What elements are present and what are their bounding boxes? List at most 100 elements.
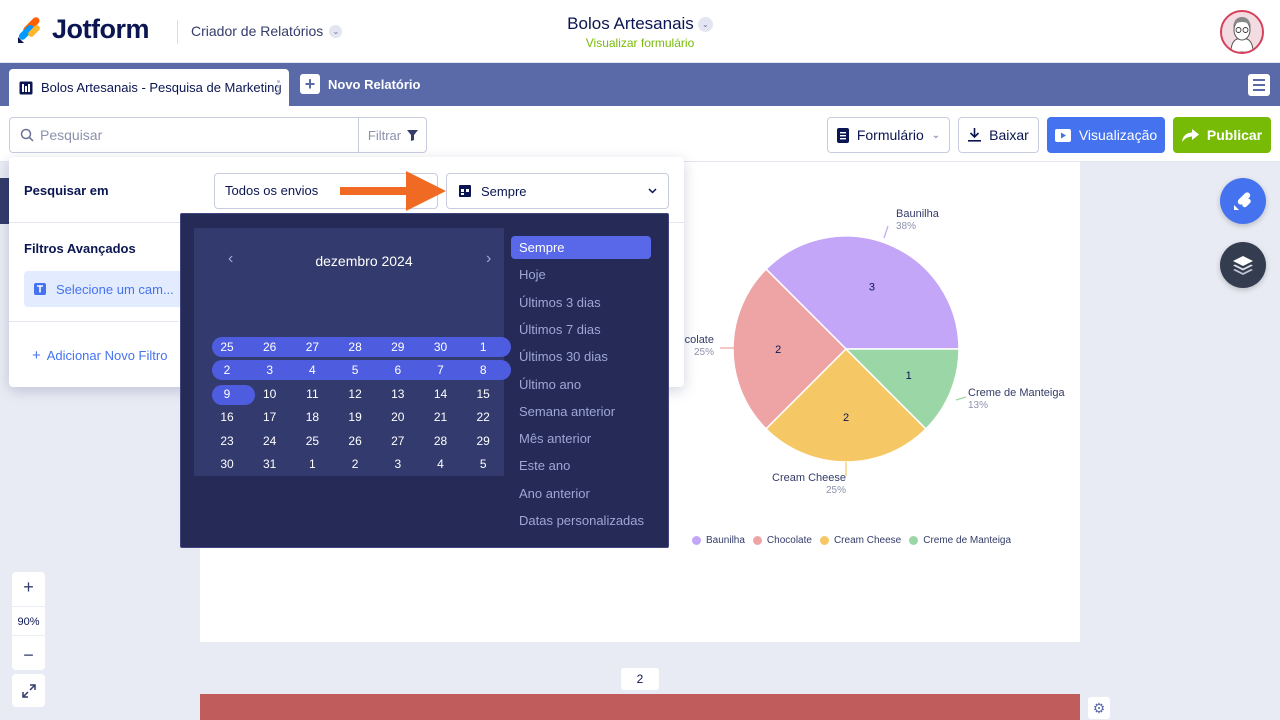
date-preset-option[interactable]: Ano anterior [519, 485, 590, 501]
field-select[interactable]: Selecione um cam... [24, 271, 184, 307]
calendar-day[interactable]: 8 [479, 363, 487, 378]
search-in-label: Pesquisar em [24, 183, 109, 198]
chevron-down-icon: ⌄ [329, 24, 343, 38]
download-button[interactable]: Baixar [958, 117, 1039, 153]
calendar-day[interactable]: 1 [479, 340, 487, 354]
calendar-day[interactable]: 4 [437, 457, 444, 471]
calendar-day[interactable]: 20 [391, 410, 405, 425]
calendar-day[interactable]: 11 [306, 386, 319, 401]
calendar-day[interactable]: 27 [391, 433, 405, 448]
download-label: Baixar [989, 127, 1029, 143]
filter-button[interactable]: Filtrar [358, 118, 427, 152]
hamburger-menu-icon[interactable] [1248, 74, 1270, 96]
jotform-logo[interactable]: Jotform [16, 14, 150, 45]
calendar-day[interactable]: 26 [348, 433, 362, 448]
logo-text: Jotform [52, 14, 150, 44]
date-preset-option[interactable]: Mês anterior [519, 431, 592, 447]
calendar-day[interactable]: 15 [476, 386, 490, 401]
calendar-day[interactable]: 10 [263, 386, 277, 401]
top-bar: Jotform Criador de Relatórios ⌄ Bolos Ar… [0, 0, 1280, 63]
legend-swatch [909, 536, 919, 545]
calendar-day[interactable]: 16 [220, 410, 234, 425]
date-preset-option[interactable]: Últimos 30 dias [519, 349, 608, 365]
zoom-in-button[interactable]: + [23, 577, 34, 597]
page-settings-gear-icon[interactable]: ⚙ [1088, 697, 1110, 719]
calendar-day[interactable]: 26 [263, 340, 277, 354]
calendar-day[interactable]: 19 [348, 410, 362, 425]
calendar-day[interactable]: 29 [391, 340, 405, 354]
preview-button[interactable]: Visualização [1047, 117, 1165, 153]
chevron-right-icon[interactable]: › [486, 250, 492, 267]
calendar-day[interactable]: 30 [433, 340, 448, 354]
calendar-day[interactable]: 2 [351, 457, 359, 471]
calendar-day[interactable]: 18 [305, 410, 320, 425]
funnel-icon [407, 129, 419, 141]
date-preset-option[interactable]: Semana anterior [519, 403, 616, 419]
calendar-day[interactable]: 5 [479, 457, 487, 471]
tab-options-icon[interactable] [277, 80, 280, 93]
date-preset-option[interactable]: Sempre [511, 236, 651, 259]
calendar-day[interactable]: 13 [391, 386, 405, 401]
layers-button[interactable] [1220, 242, 1266, 288]
chevron-down-icon [648, 188, 657, 194]
calendar-day[interactable]: 28 [433, 433, 448, 448]
calendar-day[interactable]: 25 [220, 340, 234, 354]
legend-label: Baunilha [706, 535, 745, 546]
date-preset-option[interactable]: Último ano [519, 376, 582, 392]
form-title[interactable]: Bolos Artesanais ⌄ [0, 14, 1280, 34]
zoom-out-button[interactable]: − [23, 645, 34, 665]
calendar-day[interactable]: 3 [266, 363, 274, 378]
app-switcher[interactable]: Criador de Relatórios ⌄ [191, 23, 343, 39]
chevron-left-icon[interactable]: ‹ [228, 250, 234, 267]
new-report-button[interactable]: + Novo Relatório [300, 74, 420, 94]
calendar-day[interactable]: 2 [223, 363, 231, 378]
calendar-day[interactable]: 31 [263, 457, 277, 471]
fullscreen-icon[interactable] [12, 674, 45, 707]
slice-percent-label: 25% [694, 347, 714, 358]
calendar-day[interactable]: 4 [309, 363, 316, 378]
calendar-day[interactable]: 17 [263, 410, 277, 425]
tab-report-active[interactable]: Bolos Artesanais - Pesquisa de Marketing [9, 69, 289, 106]
pie-slice [844, 348, 960, 430]
calendar-day[interactable]: 22 [476, 410, 490, 425]
form-select-button[interactable]: Formulário ⌄ [827, 117, 950, 153]
date-range-value: Sempre [481, 183, 527, 199]
slice-percent-label: 13% [968, 400, 988, 411]
date-preset-option[interactable]: Este ano [519, 458, 571, 474]
calendar-day[interactable]: 30 [220, 457, 234, 471]
calendar-day[interactable]: 12 [348, 386, 362, 401]
search-input[interactable] [40, 118, 350, 152]
slice-category-label: Baunilha [896, 208, 940, 220]
calendar-day[interactable]: 25 [305, 433, 320, 448]
date-preset-option[interactable]: Últimos 3 dias [519, 294, 601, 310]
user-avatar[interactable] [1220, 10, 1264, 54]
calendar-day[interactable]: 21 [433, 410, 448, 425]
calendar-day[interactable]: 28 [348, 340, 362, 354]
calendar-day[interactable]: 24 [263, 433, 277, 448]
date-range-select[interactable]: Sempre [446, 173, 669, 209]
publish-button[interactable]: Publicar [1173, 117, 1271, 153]
slice-category-label: Cream Cheese [772, 472, 846, 484]
calendar-day[interactable]: 1 [309, 457, 316, 471]
calendar-day[interactable]: 6 [394, 363, 402, 378]
date-preset-option[interactable]: Datas personalizadas [519, 513, 645, 528]
date-preset-option[interactable]: Hoje [519, 267, 546, 283]
date-preset-option[interactable]: Últimos 7 dias [519, 321, 601, 337]
view-form-label: Visualizar formulário [585, 36, 695, 50]
calendar-day[interactable]: 27 [305, 340, 320, 354]
page-number[interactable]: 2 [621, 668, 659, 690]
calendar-day[interactable]: 29 [476, 433, 490, 448]
calendar-day[interactable]: 23 [220, 433, 234, 448]
add-filter-button[interactable]: + Adicionar Novo Filtro [32, 347, 167, 364]
calendar-day[interactable]: 14 [433, 386, 448, 401]
report-elements-button[interactable] [1220, 178, 1266, 224]
view-form-link[interactable]: Visualizar formulário [0, 36, 1280, 50]
calendar-day[interactable]: 9 [223, 386, 231, 401]
legend-swatch [692, 536, 701, 545]
calendar-day[interactable]: 5 [351, 363, 359, 378]
jotform-logo-icon [16, 15, 44, 45]
calendar-day[interactable]: 7 [437, 363, 444, 378]
legend-swatch [819, 536, 829, 545]
calendar-day[interactable]: 3 [394, 457, 402, 471]
